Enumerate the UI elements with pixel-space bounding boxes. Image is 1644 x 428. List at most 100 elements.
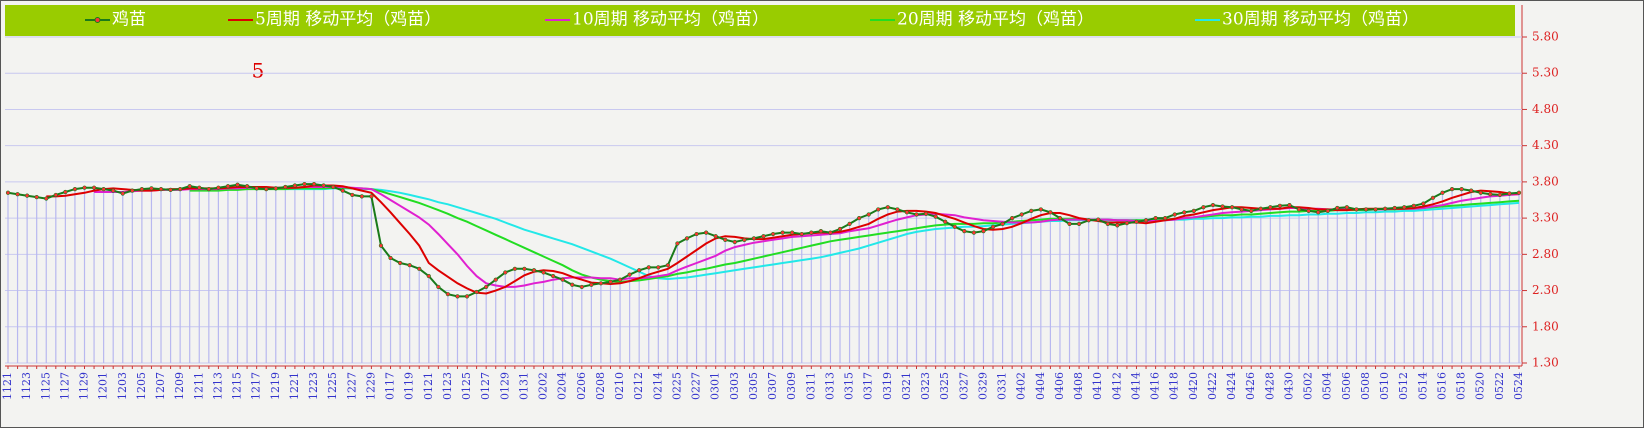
x-tick-label: 1205 [135, 372, 148, 400]
data-point [321, 183, 326, 188]
data-point [101, 187, 106, 192]
data-point [1325, 208, 1330, 213]
data-point [904, 210, 910, 215]
data-point [72, 187, 78, 192]
data-point [292, 183, 297, 188]
data-point [331, 184, 336, 190]
x-tick-label: 1121 [1, 372, 14, 400]
data-point [302, 181, 307, 187]
data-point [178, 187, 183, 192]
data-point [790, 230, 795, 235]
x-tick-label: 0510 [1378, 372, 1391, 400]
x-tick-label: 0301 [709, 372, 722, 400]
data-point [761, 234, 766, 239]
data-point [598, 281, 604, 286]
data-point [1440, 190, 1445, 195]
x-tick-label: 1213 [211, 372, 224, 400]
data-point [378, 243, 384, 248]
data-point [1172, 212, 1177, 217]
data-point [283, 184, 288, 190]
x-tick-label: 0321 [900, 372, 913, 400]
data-point [1469, 188, 1474, 193]
x-tick-label: 1207 [154, 372, 167, 400]
data-point [216, 185, 221, 190]
data-point [1430, 195, 1436, 200]
x-tick-label: 0327 [957, 372, 970, 400]
data-point [1306, 208, 1311, 213]
data-point [206, 187, 211, 192]
x-tick-label: 0406 [1053, 372, 1066, 400]
data-point [235, 182, 240, 187]
data-point [828, 230, 833, 235]
data-point [1421, 201, 1426, 206]
x-tick-label: 0418 [1168, 372, 1181, 400]
data-point [704, 230, 709, 235]
data-point [1182, 210, 1187, 215]
data-point [244, 184, 250, 189]
x-tick-label: 1201 [97, 372, 110, 400]
data-point [646, 265, 651, 270]
data-point [637, 268, 642, 273]
data-point [1096, 217, 1101, 222]
data-point [369, 194, 374, 199]
data-point [551, 273, 556, 279]
data-point [933, 214, 938, 219]
x-tick-label: 0414 [1129, 372, 1142, 400]
data-point [1105, 221, 1110, 227]
x-tick-label: 0307 [766, 372, 779, 400]
data-point [15, 192, 20, 197]
data-point [1449, 187, 1455, 192]
data-point [350, 192, 355, 198]
data-point [1239, 207, 1244, 212]
x-tick-label: 1123 [20, 372, 33, 400]
data-point [1497, 192, 1502, 198]
data-point [197, 185, 202, 190]
y-tick-label: 3.30 [1532, 211, 1559, 225]
x-tick-label: 0522 [1493, 372, 1506, 400]
x-tick-label: 1125 [39, 372, 52, 400]
data-point [1383, 206, 1388, 211]
data-point [1220, 204, 1225, 209]
data-point [541, 270, 546, 275]
data-point [1086, 218, 1091, 223]
data-point [1402, 205, 1407, 210]
x-tick-label: 0331 [996, 372, 1009, 400]
data-point [1488, 192, 1493, 197]
x-tick-label: 0121 [422, 372, 435, 400]
x-tick-label: 0520 [1474, 372, 1487, 400]
x-tick-label: 0408 [1072, 372, 1085, 400]
data-point [780, 230, 785, 235]
x-tick-label: 1221 [288, 372, 301, 400]
x-tick-label: 0412 [1110, 372, 1123, 400]
data-point [962, 229, 967, 234]
data-point [1335, 205, 1340, 211]
series-line [285, 187, 1520, 281]
x-tick-label: 0204 [556, 372, 569, 400]
data-point [1249, 208, 1254, 213]
data-point [1163, 216, 1168, 221]
data-point [445, 292, 451, 297]
data-point [44, 196, 49, 201]
data-point [1373, 207, 1378, 212]
data-point [1124, 221, 1130, 226]
data-point [1230, 205, 1235, 210]
data-point [503, 270, 508, 275]
y-tick-label: 4.30 [1532, 138, 1559, 152]
x-tick-label: 0404 [1034, 372, 1047, 400]
data-point [560, 277, 565, 282]
x-tick-label: 0422 [1206, 372, 1219, 400]
data-point [866, 212, 871, 217]
data-point [589, 282, 594, 287]
x-tick-label: 0317 [862, 372, 875, 400]
legend-swatch-dot [94, 17, 101, 23]
data-point [417, 266, 422, 271]
legend-label: 鸡苗 [112, 10, 146, 30]
data-point [484, 284, 489, 290]
x-tick-label: 0430 [1282, 372, 1295, 400]
data-point [522, 266, 527, 271]
legend-label: 10周期 移动平均（鸡苗） [572, 10, 769, 30]
data-point [512, 266, 517, 271]
y-tick-label: 1.80 [1532, 319, 1559, 333]
x-tick-label: 0315 [843, 372, 856, 400]
